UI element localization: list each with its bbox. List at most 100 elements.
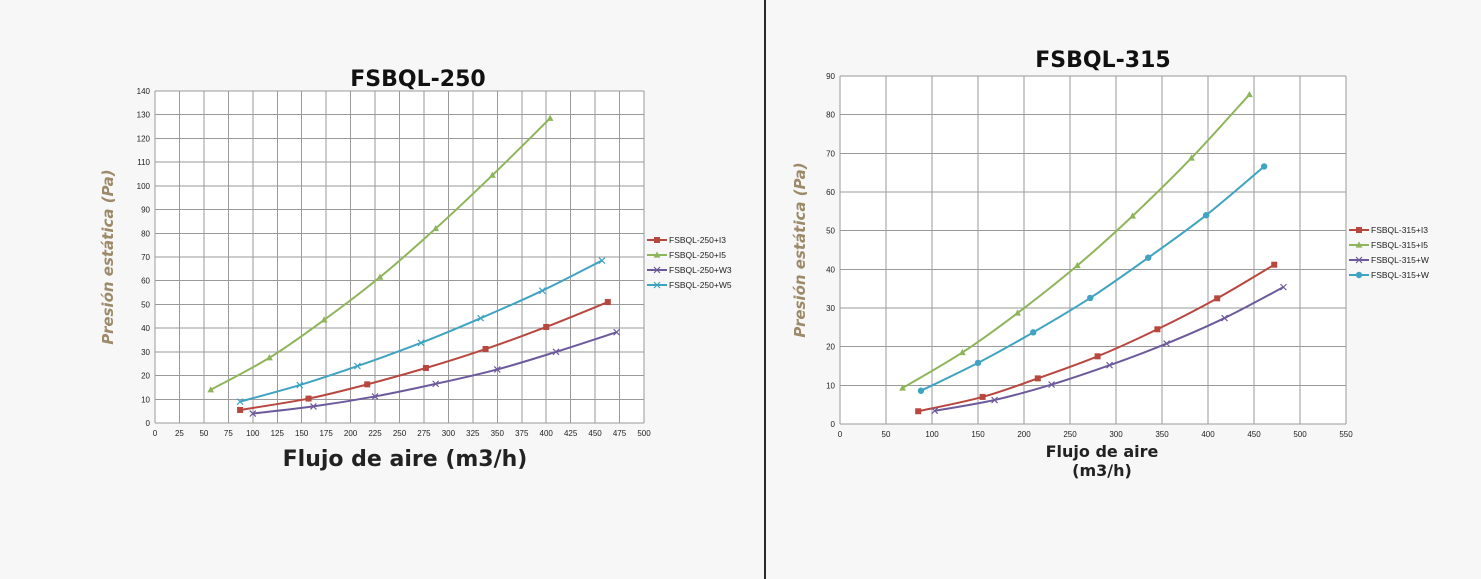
x-tick-label: 50 [199,429,208,438]
chart-fsbql-315: 0 50 100 150 200 250 300 350 400 450 500 550 0 10 20 30… [791,48,1429,480]
data-point [1271,261,1278,268]
y-tick-label: 90 [141,206,150,215]
data-point [305,395,312,402]
y-tick-label: 40 [826,265,835,274]
data-point [1246,90,1253,98]
data-point [1260,163,1268,170]
x-tick-label: 500 [637,429,651,438]
legend-item: FSBQL-250+W3 [647,265,732,275]
data-point [613,328,621,336]
data-point [931,407,939,415]
data-point [917,387,925,394]
chart-title: FSBQL-315 [1035,48,1170,73]
data-point [354,362,361,370]
y-tick-label: 130 [137,111,151,120]
grid [839,75,1347,425]
legend-item: FSBQL-315+I3 [1349,225,1428,235]
data-point [432,224,440,232]
y-tick-label: 60 [826,188,835,197]
series-w3 [249,328,621,417]
legend-item: FSBQL-250+W5 [647,280,732,290]
data-point [376,273,384,280]
data-point [899,384,906,391]
y-tick-label: 60 [141,277,150,286]
data-point [320,316,328,323]
data-point [543,323,550,330]
y-tick-label: 90 [826,72,835,81]
legend-label: FSBQL-250+W5 [669,280,732,290]
chart-fsbql-250: 0 25 50 75 100 125 150 175 200 225 250 275 300 325 350… [99,67,732,472]
x-tick-label: 450 [1247,430,1261,439]
series-i5 [207,114,554,393]
panel-divider [764,0,766,579]
y-tick-label: 0 [146,419,151,428]
x-tick-label: 200 [344,429,358,438]
y-tick-label: 140 [137,87,151,96]
legend-marker [1355,241,1363,248]
data-point [249,410,257,417]
data-point [417,339,425,347]
data-point [1087,294,1094,302]
legend-label: FSBQL-250+I5 [669,250,726,260]
x-axis-label-line2: (m3/h) [1072,461,1132,480]
x-tick-label: 275 [417,429,431,438]
x-tick-label: 350 [491,429,505,438]
legend-marker [1355,256,1363,264]
data-point [1034,375,1041,382]
legend-label: FSBQL-315+W [1371,255,1429,265]
y-tick-label: 20 [826,343,835,352]
x-tick-label: 100 [925,430,939,439]
x-tick-label: 150 [971,430,985,439]
y-tick-label: 70 [826,149,835,158]
x-tick-label: 250 [1063,430,1077,439]
y-tick-label: 30 [826,304,835,313]
y-tick-label: 80 [141,229,150,238]
data-point [310,402,317,410]
legend-label: FSBQL-250+I3 [669,235,726,245]
x-tick-label: 250 [393,429,407,438]
data-point [1106,361,1113,369]
legend-item: FSBQL-315+W [1349,270,1429,280]
data-point [1214,295,1221,302]
x-tick-label: 125 [271,429,285,438]
legend-marker [1356,227,1362,233]
x-axis-label-line1: Flujo de aire [1046,442,1159,461]
grid [154,90,645,424]
data-point [296,381,304,389]
y-tick-label: 30 [141,348,150,357]
x-tick-label: 175 [319,429,333,438]
legend-marker [653,251,661,258]
legend-label: FSBQL-250+W3 [669,265,732,275]
x-tick-label: 325 [466,429,480,438]
data-point [1129,212,1136,219]
chart-panel-fsbql-315: 0 50 100 150 200 250 300 350 400 450 500 550 0 10 20 30… [766,0,1481,579]
data-point [1145,254,1152,261]
data-point [237,406,244,413]
x-tick-label: 75 [224,429,233,438]
y-tick-label: 0 [831,420,836,429]
data-point [552,348,560,356]
legend-marker [1355,271,1363,279]
data-point [1094,353,1101,360]
data-point [266,354,273,361]
series-i3 [237,299,611,413]
data-point [1048,381,1056,388]
x-tick-label: 450 [588,429,602,438]
data-point [1030,329,1037,336]
series-i5 [899,90,1253,391]
data-point [493,365,501,373]
legend-item: FSBQL-315+I5 [1349,240,1428,250]
legend-label: FSBQL-315+I5 [1371,240,1428,250]
x-tick-label: 350 [1155,430,1169,439]
x-tick-label: 100 [246,429,260,438]
chart-title: FSBQL-250 [350,67,485,92]
data-point [604,299,611,306]
y-tick-label: 110 [137,158,150,167]
y-tick-label: 100 [137,182,151,191]
data-point [1163,340,1171,347]
data-point [598,257,606,264]
legend-label: FSBQL-315+I3 [1371,225,1428,235]
data-point [432,380,440,388]
x-tick-label: 425 [564,429,578,438]
series-w5 [917,163,1268,394]
